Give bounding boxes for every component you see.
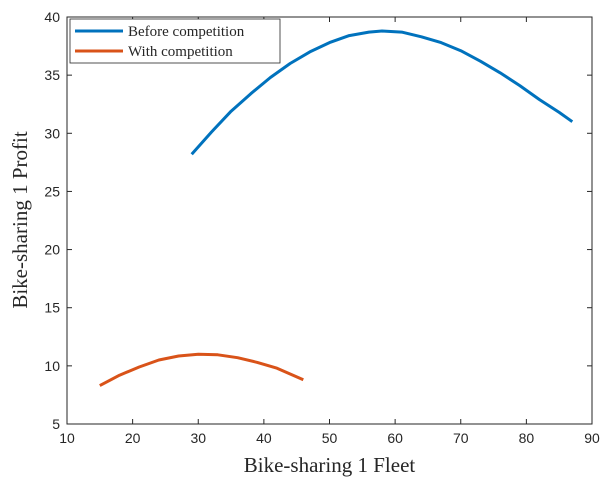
legend-box <box>69 18 281 64</box>
x-tick-label: 30 <box>190 430 206 446</box>
x-tick-label: 90 <box>584 430 600 446</box>
series-line-before-competition <box>190 29 574 156</box>
x-axis-label: Bike-sharing 1 Fleet <box>244 453 416 477</box>
x-tick-label: 60 <box>387 430 403 446</box>
y-tick-label: 10 <box>44 358 60 374</box>
x-tick-label: 80 <box>519 430 535 446</box>
series-line-with-competition <box>99 352 304 387</box>
legend: Before competition With competition <box>69 18 281 64</box>
y-tick-label: 35 <box>44 67 60 83</box>
y-axis-label: Bike-sharing 1 Profit <box>8 131 32 308</box>
axes-box <box>66 16 593 425</box>
y-tick-label: 15 <box>44 300 60 316</box>
y-tick-label: 40 <box>44 9 60 25</box>
series-layer <box>99 29 574 387</box>
x-tick-label: 70 <box>453 430 469 446</box>
y-tick-label: 30 <box>44 125 60 141</box>
x-tick-label: 20 <box>125 430 141 446</box>
y-tick-label: 20 <box>44 242 60 258</box>
x-tick-label: 10 <box>59 430 75 446</box>
legend-label-with-competition: With competition <box>128 44 233 60</box>
y-tick-label: 25 <box>44 183 60 199</box>
y-tick-label: 5 <box>52 416 60 432</box>
x-tick-label: 50 <box>322 430 338 446</box>
x-tick-label: 40 <box>256 430 272 446</box>
legend-label-before-competition: Before competition <box>128 24 245 40</box>
